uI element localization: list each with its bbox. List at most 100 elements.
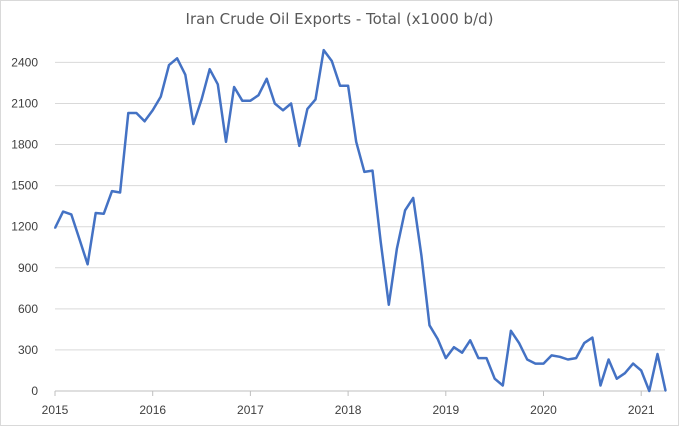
data-point <box>591 336 594 339</box>
data-point <box>233 86 235 88</box>
data-point <box>534 362 537 365</box>
data-point <box>143 120 146 123</box>
data-points <box>54 49 667 392</box>
x-tick-label: 2016 <box>139 403 166 417</box>
data-point <box>54 227 56 229</box>
data-point <box>542 362 545 365</box>
data-point <box>78 238 81 240</box>
y-tick-label: 0 <box>31 384 38 398</box>
data-point <box>322 49 325 51</box>
data-point <box>200 98 203 101</box>
data-point <box>217 83 219 86</box>
data-point <box>86 263 89 266</box>
x-tick-label: 2019 <box>432 403 459 417</box>
data-point <box>485 357 488 359</box>
data-point <box>518 342 520 344</box>
x-tick-label: 2021 <box>628 403 655 417</box>
data-point <box>225 141 227 143</box>
data-point <box>111 190 113 192</box>
data-point <box>241 99 244 102</box>
y-tick-label: 2100 <box>11 96 38 110</box>
series-line <box>53 48 667 393</box>
data-point <box>94 212 97 214</box>
data-point <box>176 57 178 60</box>
data-point <box>599 384 602 387</box>
data-point <box>282 109 284 112</box>
data-point <box>396 247 398 250</box>
data-point <box>249 99 252 102</box>
data-point <box>583 342 585 344</box>
data-point <box>192 123 195 125</box>
y-axis-tick-labels: 0 300 600 900 1200 1500 1800 2100 2400 <box>11 55 38 398</box>
data-point <box>363 171 366 173</box>
data-point <box>616 377 618 380</box>
x-tick-label: 2018 <box>335 403 362 417</box>
x-axis-tick-labels: 2015 2016 2017 2018 2019 2020 2021 <box>42 391 655 417</box>
data-point <box>184 73 187 76</box>
data-point <box>388 303 390 306</box>
data-point <box>648 390 651 392</box>
x-tick-label: 2020 <box>530 403 557 417</box>
chart-title: Iran Crude Oil Exports - Total (x1000 b/… <box>185 10 494 28</box>
data-point <box>70 213 73 216</box>
data-point <box>103 212 105 215</box>
data-point <box>298 145 301 147</box>
data-point <box>656 353 659 355</box>
y-tick-label: 1200 <box>11 220 38 234</box>
data-point <box>436 338 439 340</box>
data-point <box>469 339 472 342</box>
y-tick-label: 2400 <box>11 55 38 69</box>
x-tick-label: 2017 <box>237 403 264 417</box>
data-point <box>347 84 349 87</box>
data-point <box>127 112 130 114</box>
data-point <box>428 324 431 327</box>
y-tick-label: 600 <box>18 302 38 316</box>
data-point <box>339 84 341 87</box>
data-point <box>62 210 64 213</box>
y-tick-label: 900 <box>18 261 38 275</box>
y-tick-label: 1800 <box>11 138 38 152</box>
data-point <box>412 197 415 199</box>
data-point <box>160 95 162 98</box>
data-point <box>379 241 382 243</box>
data-point <box>257 94 260 96</box>
data-point <box>477 357 480 359</box>
data-point <box>526 358 528 361</box>
data-point <box>453 346 455 349</box>
data-point <box>640 369 642 372</box>
data-point <box>331 60 333 62</box>
data-point <box>502 384 504 387</box>
data-point <box>119 191 121 194</box>
y-tick-label: 300 <box>18 343 38 357</box>
data-point <box>624 372 626 375</box>
data-point <box>510 330 512 332</box>
data-point <box>314 98 317 101</box>
data-point <box>493 377 496 380</box>
data-point <box>306 108 309 110</box>
data-point <box>420 254 423 257</box>
data-point <box>404 209 406 212</box>
data-point <box>550 354 553 357</box>
data-point <box>265 78 268 80</box>
gridlines <box>55 61 665 392</box>
data-point <box>135 112 138 114</box>
data-point <box>607 358 610 361</box>
data-point <box>567 358 569 361</box>
data-point <box>632 362 634 365</box>
data-point <box>151 109 154 112</box>
data-point <box>208 68 211 70</box>
x-tick-label: 2015 <box>42 403 69 417</box>
y-tick-label: 1500 <box>11 179 38 193</box>
data-point <box>461 351 463 354</box>
data-point <box>290 102 292 105</box>
data-point <box>575 357 577 359</box>
data-point <box>445 357 447 359</box>
data-point <box>559 356 561 358</box>
data-point <box>274 102 276 105</box>
data-point <box>664 390 667 392</box>
data-point <box>371 169 374 172</box>
data-point <box>168 64 170 66</box>
data-point <box>355 141 358 143</box>
